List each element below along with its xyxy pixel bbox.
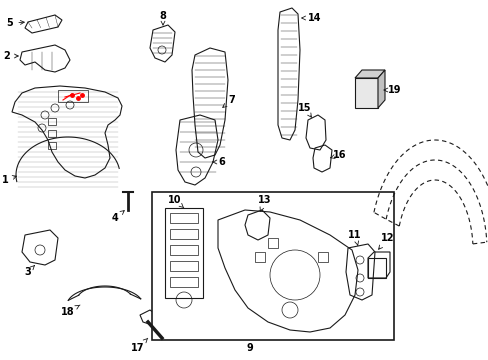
Text: 19: 19	[383, 85, 401, 95]
Bar	[164, 208, 203, 298]
Bar	[48, 142, 56, 149]
Bar	[58, 90, 88, 102]
Bar	[48, 118, 56, 125]
Bar	[170, 245, 198, 255]
Text: 4: 4	[111, 211, 124, 223]
Text: 2: 2	[3, 51, 18, 61]
Text: 9: 9	[246, 343, 253, 353]
Text: 3: 3	[24, 266, 34, 277]
Polygon shape	[354, 78, 377, 108]
Bar	[170, 213, 198, 223]
Text: 14: 14	[301, 13, 321, 23]
Text: 10: 10	[168, 195, 183, 208]
Bar	[48, 130, 56, 137]
Bar	[267, 238, 278, 248]
Text: 17: 17	[131, 338, 147, 353]
Bar	[367, 258, 385, 278]
Bar	[254, 252, 264, 262]
Bar	[170, 261, 198, 271]
Text: 8: 8	[159, 11, 166, 25]
Polygon shape	[377, 70, 384, 108]
Text: 11: 11	[347, 230, 361, 246]
Polygon shape	[354, 70, 384, 78]
Bar	[317, 252, 327, 262]
Bar	[170, 229, 198, 239]
Text: 5: 5	[7, 18, 24, 28]
Text: 13: 13	[258, 195, 271, 211]
Text: 15: 15	[298, 103, 311, 117]
Text: 16: 16	[330, 150, 346, 160]
Bar	[170, 277, 198, 287]
Text: 12: 12	[378, 233, 394, 249]
Bar	[152, 192, 393, 340]
Text: 7: 7	[222, 95, 235, 107]
Text: 18: 18	[61, 305, 80, 317]
Text: 6: 6	[212, 157, 225, 167]
Text: 1: 1	[1, 175, 17, 185]
